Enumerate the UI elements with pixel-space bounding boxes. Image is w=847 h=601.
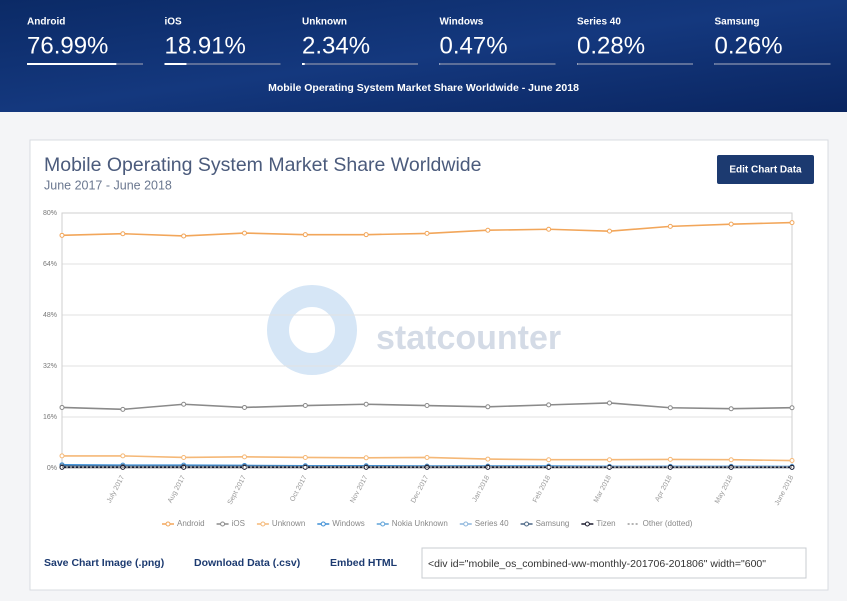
stat-track: [439, 63, 556, 65]
stat-value: 2.34%: [302, 32, 370, 59]
series-point: [59, 453, 65, 459]
legend-marker: [584, 521, 590, 527]
legend-label: Tizen: [596, 519, 615, 528]
series-point: [59, 232, 65, 238]
series-point: [667, 405, 673, 411]
series-point: [302, 232, 308, 238]
stat-value: 0.47%: [440, 32, 508, 59]
series-point: [181, 401, 187, 407]
series-point: [667, 223, 673, 229]
series-point: [789, 458, 795, 464]
legend-marker: [165, 521, 171, 527]
legend-label: Series 40: [475, 519, 509, 528]
legend-marker: [524, 521, 530, 527]
series-point: [302, 454, 308, 460]
series-point: [667, 456, 673, 462]
series-point: [728, 221, 734, 227]
chart-title: Mobile Operating System Market Share Wor…: [44, 154, 481, 176]
series-point: [242, 230, 247, 236]
series-point: [546, 226, 552, 232]
series-point: [546, 457, 552, 463]
series-point: [181, 454, 187, 460]
series-point: [607, 228, 612, 234]
watermark: statcounter: [376, 319, 561, 357]
legend-label: Other (dotted): [643, 519, 693, 528]
y-tick-label: 64%: [43, 261, 57, 268]
stat-bar: [27, 63, 117, 65]
series-point: [181, 233, 187, 239]
y-tick-label: 80%: [43, 210, 57, 217]
series-point: [242, 454, 247, 460]
stat-name: Android: [27, 17, 65, 28]
series-point: [424, 454, 430, 460]
embed-code[interactable]: <div id="mobile_os_combined-ww-monthly-2…: [428, 558, 766, 570]
series-point: [728, 406, 734, 412]
edit-button-label[interactable]: Edit Chart Data: [729, 165, 802, 176]
stat-track: [577, 63, 693, 65]
series-point: [363, 232, 369, 238]
legend-label: Unknown: [272, 519, 305, 528]
series-point: [789, 405, 795, 411]
series-point: [728, 457, 734, 463]
stat-value: 76.99%: [27, 32, 108, 59]
series-point: [485, 404, 491, 410]
footer-link[interactable]: Embed HTML: [330, 557, 398, 569]
stat-name: Unknown: [302, 17, 347, 28]
legend-marker: [380, 521, 386, 527]
banner-caption: Mobile Operating System Market Share Wor…: [268, 82, 579, 94]
series-point: [424, 230, 430, 236]
series-point: [302, 403, 308, 409]
stat-bar: [302, 63, 305, 65]
stat-value: 0.26%: [715, 32, 783, 59]
stat-value: 0.28%: [577, 32, 645, 59]
series-point: [546, 402, 552, 408]
y-tick-label: 0%: [47, 465, 57, 472]
stat-track: [164, 63, 281, 65]
series-point: [485, 227, 491, 233]
legend-label: iOS: [232, 519, 245, 528]
legend-marker: [320, 521, 326, 527]
y-tick-label: 48%: [43, 312, 57, 319]
series-point: [607, 457, 612, 463]
stat-bar: [439, 63, 441, 65]
series-point: [789, 220, 795, 226]
series-point: [120, 453, 126, 459]
banner: [0, 0, 847, 112]
chart-subtitle: June 2017 - June 2018: [44, 178, 172, 192]
watermark-logo: [267, 285, 357, 375]
embed-input[interactable]: [421, 547, 807, 579]
stat-value: 18.91%: [165, 32, 246, 59]
series-point: [363, 401, 369, 407]
footer-link[interactable]: Download Data (.csv): [194, 557, 300, 569]
legend-label: Samsung: [536, 519, 570, 528]
edit-button[interactable]: [717, 155, 814, 184]
stat-name: iOS: [165, 17, 183, 28]
legend-marker: [260, 521, 266, 527]
series-point: [363, 455, 369, 461]
chart-card: [29, 139, 829, 591]
stat-name: Windows: [440, 17, 484, 28]
series-point: [607, 400, 612, 406]
series-point: [120, 231, 126, 237]
y-tick-label: 16%: [43, 414, 57, 421]
series-point: [120, 406, 126, 412]
series-point: [242, 404, 247, 410]
legend-marker: [463, 521, 469, 527]
series-point: [485, 456, 491, 462]
stat-track: [714, 63, 831, 65]
stat-name: Series 40: [577, 17, 621, 28]
stat-name: Samsung: [715, 17, 760, 28]
legend-marker: [220, 521, 226, 527]
series-point: [59, 404, 65, 410]
y-tick-label: 32%: [43, 363, 57, 370]
legend-label: Nokia Unknown: [392, 519, 448, 528]
legend-label: Android: [177, 519, 205, 528]
stat-track: [302, 63, 418, 65]
stat-bar: [164, 63, 187, 65]
series-point: [424, 403, 430, 409]
legend-label: Windows: [332, 519, 364, 528]
footer-link[interactable]: Save Chart Image (.png): [44, 557, 164, 569]
